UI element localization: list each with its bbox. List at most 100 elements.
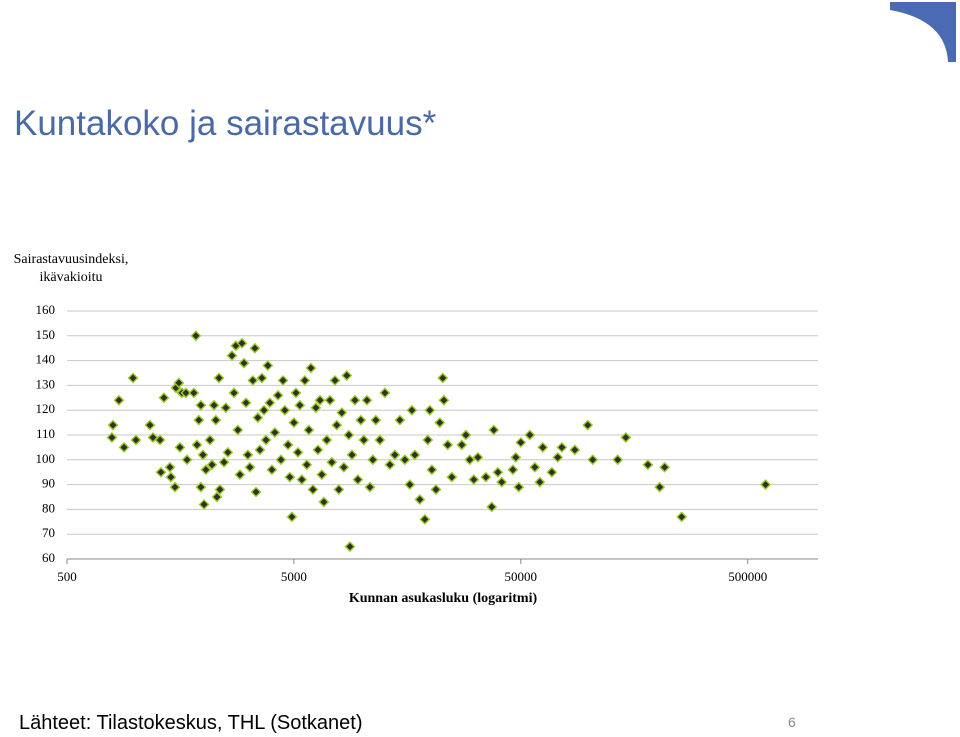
- data-point: [642, 459, 654, 471]
- data-point: [552, 451, 564, 463]
- data-point: [279, 404, 291, 416]
- data-point: [181, 454, 193, 466]
- data-point: [272, 389, 284, 401]
- data-point: [355, 414, 367, 426]
- data-point: [620, 431, 632, 443]
- data-point: [180, 387, 192, 399]
- data-point: [173, 377, 185, 389]
- x-axis-label: Kunnan asukasluku (logaritmi): [349, 591, 538, 606]
- data-point: [338, 461, 350, 473]
- y-tick-label: 120: [36, 401, 56, 416]
- data-point: [556, 441, 568, 453]
- data-point: [343, 429, 355, 441]
- data-point: [389, 449, 401, 461]
- data-point: [155, 466, 167, 478]
- data-point: [282, 439, 294, 451]
- y-tick-label: 90: [42, 476, 55, 491]
- data-point: [204, 434, 216, 446]
- data-point: [277, 374, 289, 386]
- data-point: [301, 459, 313, 471]
- data-point: [422, 434, 434, 446]
- data-point: [262, 360, 274, 372]
- data-point: [524, 429, 536, 441]
- data-point: [513, 481, 525, 493]
- data-point: [193, 414, 205, 426]
- data-point: [127, 372, 139, 384]
- data-point: [286, 511, 298, 523]
- data-point: [331, 419, 343, 431]
- data-point: [496, 476, 508, 488]
- data-point: [321, 434, 333, 446]
- data-point: [333, 484, 345, 496]
- data-point: [307, 484, 319, 496]
- data-point: [144, 419, 156, 431]
- data-point: [612, 454, 624, 466]
- data-point: [419, 513, 431, 525]
- data-point: [211, 491, 223, 503]
- data-point: [486, 501, 498, 513]
- data-point: [529, 461, 541, 473]
- data-point: [472, 451, 484, 463]
- data-point: [106, 431, 118, 443]
- data-point: [534, 476, 546, 488]
- data-point: [324, 394, 336, 406]
- data-point: [188, 387, 200, 399]
- data-point: [292, 446, 304, 458]
- x-tick-label: 500000: [728, 569, 767, 584]
- data-point: [206, 459, 218, 471]
- data-point: [426, 464, 438, 476]
- data-point: [266, 464, 278, 476]
- data-point: [290, 387, 302, 399]
- data-point: [118, 441, 130, 453]
- data-point: [760, 479, 772, 491]
- data-point: [507, 464, 519, 476]
- data-point: [569, 444, 581, 456]
- data-point: [238, 357, 250, 369]
- data-point: [113, 394, 125, 406]
- data-point: [510, 451, 522, 463]
- data-point: [587, 454, 599, 466]
- data-point: [197, 449, 209, 461]
- data-point: [399, 454, 411, 466]
- data-point: [515, 436, 527, 448]
- data-point: [107, 419, 119, 431]
- corner-shape: [890, 2, 956, 62]
- data-point: [316, 469, 328, 481]
- data-point: [341, 369, 353, 381]
- data-point: [210, 414, 222, 426]
- data-point: [468, 474, 480, 486]
- data-point: [546, 466, 558, 478]
- data-point: [374, 434, 386, 446]
- data-point: [329, 374, 341, 386]
- data-point: [437, 372, 449, 384]
- data-point: [154, 434, 166, 446]
- data-point: [488, 424, 500, 436]
- data-point: [456, 439, 468, 451]
- y-tick-label: 70: [42, 525, 55, 540]
- y-tick-label: 80: [42, 500, 55, 515]
- data-point: [305, 362, 317, 374]
- data-point: [460, 429, 472, 441]
- data-point: [158, 392, 170, 404]
- data-point: [288, 417, 300, 429]
- y-tick-label: 140: [36, 352, 56, 367]
- data-point: [314, 394, 326, 406]
- data-point: [326, 456, 338, 468]
- data-point: [191, 439, 203, 451]
- y-axis-label: Sairastavuusindeksi, ikävakioitu: [13, 252, 129, 285]
- data-point: [446, 471, 458, 483]
- data-point: [406, 404, 418, 416]
- data-point: [260, 434, 272, 446]
- data-point: [438, 394, 450, 406]
- data-point: [234, 469, 246, 481]
- data-point: [249, 342, 261, 354]
- data-point: [275, 454, 287, 466]
- y-tick-label: 110: [36, 426, 55, 441]
- page-number: 6: [788, 714, 796, 730]
- data-point: [492, 466, 504, 478]
- data-point: [242, 449, 254, 461]
- data-point: [361, 394, 373, 406]
- source-note: Lähteet: Tilastokeskus, THL (Sotkanet): [19, 712, 363, 734]
- data-point: [258, 404, 270, 416]
